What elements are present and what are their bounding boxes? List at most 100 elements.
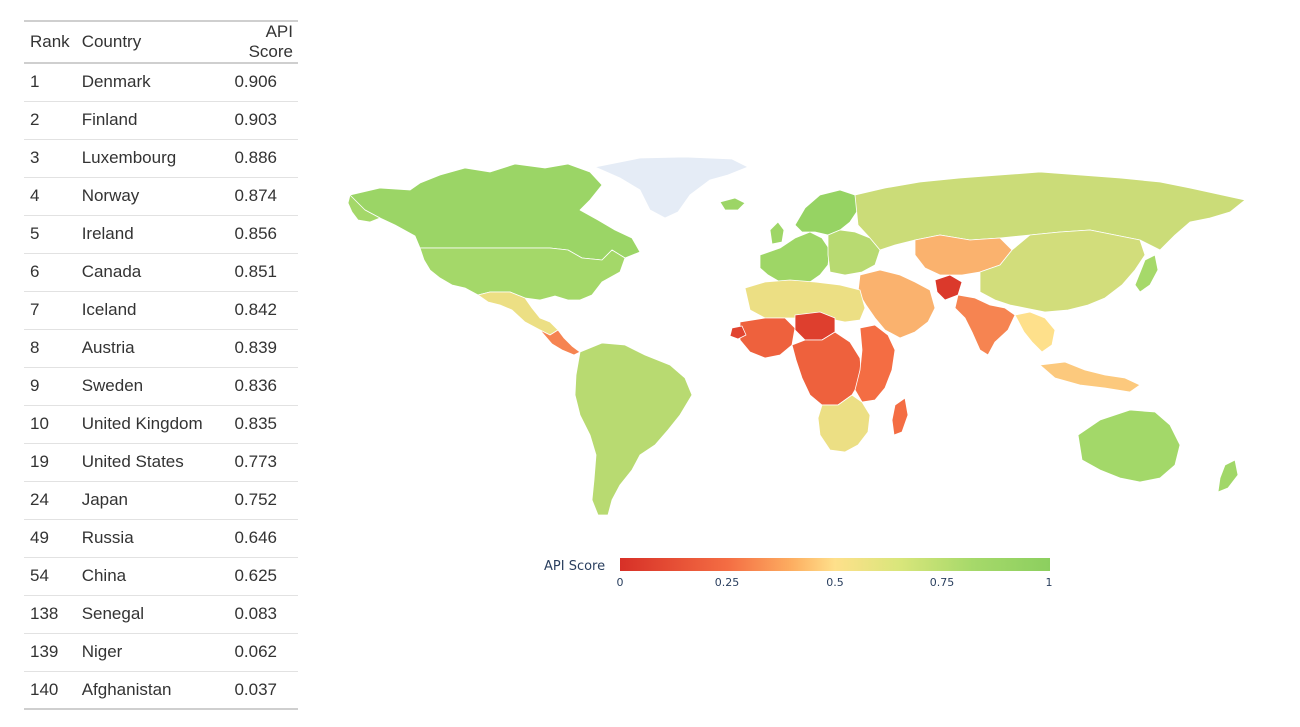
table-row: 6 Canada 0.851 [24,253,298,291]
header-rank: Rank [30,32,70,51]
cell-rank: 139 [30,642,59,661]
cell-api-score: 0.773 [234,452,277,471]
cell-api-score: 0.842 [234,300,277,319]
cell-country: United States [81,452,184,471]
region-central-africa[interactable] [791,331,863,406]
region-madagascar[interactable] [891,397,909,436]
region-russia[interactable] [854,171,1246,251]
cell-api-score: 0.646 [234,528,277,547]
cell-rank: 7 [30,300,40,319]
table-row: 7 Iceland 0.842 [24,291,298,329]
cell-country: United Kingdom [81,414,203,433]
cell-country: Senegal [81,604,145,623]
cell-api-score: 0.062 [234,642,277,661]
table-row: 2 Finland 0.903 [24,101,298,139]
cell-rank: 140 [30,679,59,699]
region-iceland[interactable] [719,197,746,211]
cell-country: China [81,566,127,585]
cell-country: Russia [81,528,134,547]
table-header-row: Rank Country API Score [24,21,298,63]
region-greenland[interactable] [594,156,749,219]
cell-api-score: 0.839 [234,338,277,357]
cell-rank: 138 [30,604,59,623]
map-svg[interactable] [340,60,1285,530]
table-row: 49 Russia 0.646 [24,519,298,557]
region-japan[interactable] [1134,254,1159,293]
region-eastern-europe[interactable] [827,229,881,276]
table-body: 1 Denmark 0.906 2 Finland 0.903 3 Luxembourg 0.8… [24,63,298,709]
cell-api-score: 0.906 [234,72,277,92]
table-row: 10 United Kingdom 0.835 [24,405,298,443]
region-scandinavia[interactable] [794,189,859,236]
table-row: 54 China 0.625 [24,557,298,595]
cell-country: Denmark [81,72,151,92]
cell-api-score: 0.083 [234,604,277,623]
region-canada[interactable] [349,163,641,261]
cell-rank: 3 [30,148,40,167]
cell-rank: 9 [30,376,40,395]
cell-rank: 6 [30,262,40,281]
cell-rank: 24 [30,490,49,509]
region-west-africa[interactable] [739,317,796,359]
region-india[interactable] [954,294,1016,356]
cell-rank: 19 [30,452,49,471]
cell-country: Japan [81,490,129,509]
table-row: 138 Senegal 0.083 [24,595,298,633]
cell-country: Norway [81,186,140,205]
cell-rank: 54 [30,566,49,585]
region-senegal[interactable] [729,325,747,340]
cell-country: Afghanistan [81,679,172,699]
table-row: 4 Norway 0.874 [24,177,298,215]
region-south-america[interactable] [574,342,693,516]
cell-api-score: 0.625 [234,566,277,585]
cell-api-score: 0.874 [234,186,277,205]
colorbar-tick: 0.25 [714,576,740,589]
table-row: 8 Austria 0.839 [24,329,298,367]
cell-api-score: 0.856 [234,224,277,243]
cell-api-score: 0.851 [234,262,277,281]
cell-rank: 10 [30,414,49,433]
cell-rank: 49 [30,528,49,547]
header-api-score: API Score [248,22,293,61]
cell-rank: 2 [30,110,40,129]
colorbar-tick: 0 [616,576,624,589]
region-china[interactable] [979,229,1146,313]
table-row: 24 Japan 0.752 [24,481,298,519]
region-alaska[interactable] [347,194,381,223]
cell-rank: 5 [30,224,40,243]
cell-api-score: 0.886 [234,148,277,167]
cell-rank: 4 [30,186,40,205]
region-east-africa[interactable] [854,324,896,403]
table-row: 140 Afghanistan 0.037 [24,671,298,709]
cell-rank: 1 [30,72,40,92]
cell-country: Finland [81,110,138,129]
region-indonesia[interactable] [1039,361,1141,393]
region-middle-east[interactable] [857,269,936,339]
table-row: 5 Ireland 0.856 [24,215,298,253]
region-southern-africa[interactable] [817,394,871,453]
cell-api-score: 0.037 [234,679,277,699]
region-new-zealand[interactable] [1217,459,1239,493]
region-central-america[interactable] [539,329,581,356]
cell-api-score: 0.752 [234,490,277,509]
table-row: 3 Luxembourg 0.886 [24,139,298,177]
region-western-europe[interactable] [759,231,831,286]
cell-country: Iceland [81,300,137,319]
cell-country: Ireland [81,224,134,243]
colorbar-tick: 1 [1045,576,1053,589]
cell-country: Austria [81,338,135,357]
colorbar-tick: 0.5 [826,576,844,589]
colorbar [620,558,1050,571]
cell-country: Sweden [81,376,144,395]
region-australia[interactable] [1077,409,1181,483]
region-southeast-asia[interactable] [1014,311,1056,353]
cell-api-score: 0.836 [234,376,277,395]
table-row: 1 Denmark 0.906 [24,63,298,101]
region-uk-ireland[interactable] [769,221,785,245]
region-usa[interactable] [419,247,626,301]
world-map[interactable] [340,60,1285,530]
table-row: 19 United States 0.773 [24,443,298,481]
cell-api-score: 0.903 [234,110,277,129]
cell-country: Niger [81,642,123,661]
ranking-table: Rank Country API Score 1 Denmark 0.906 2 Fin… [24,20,298,710]
